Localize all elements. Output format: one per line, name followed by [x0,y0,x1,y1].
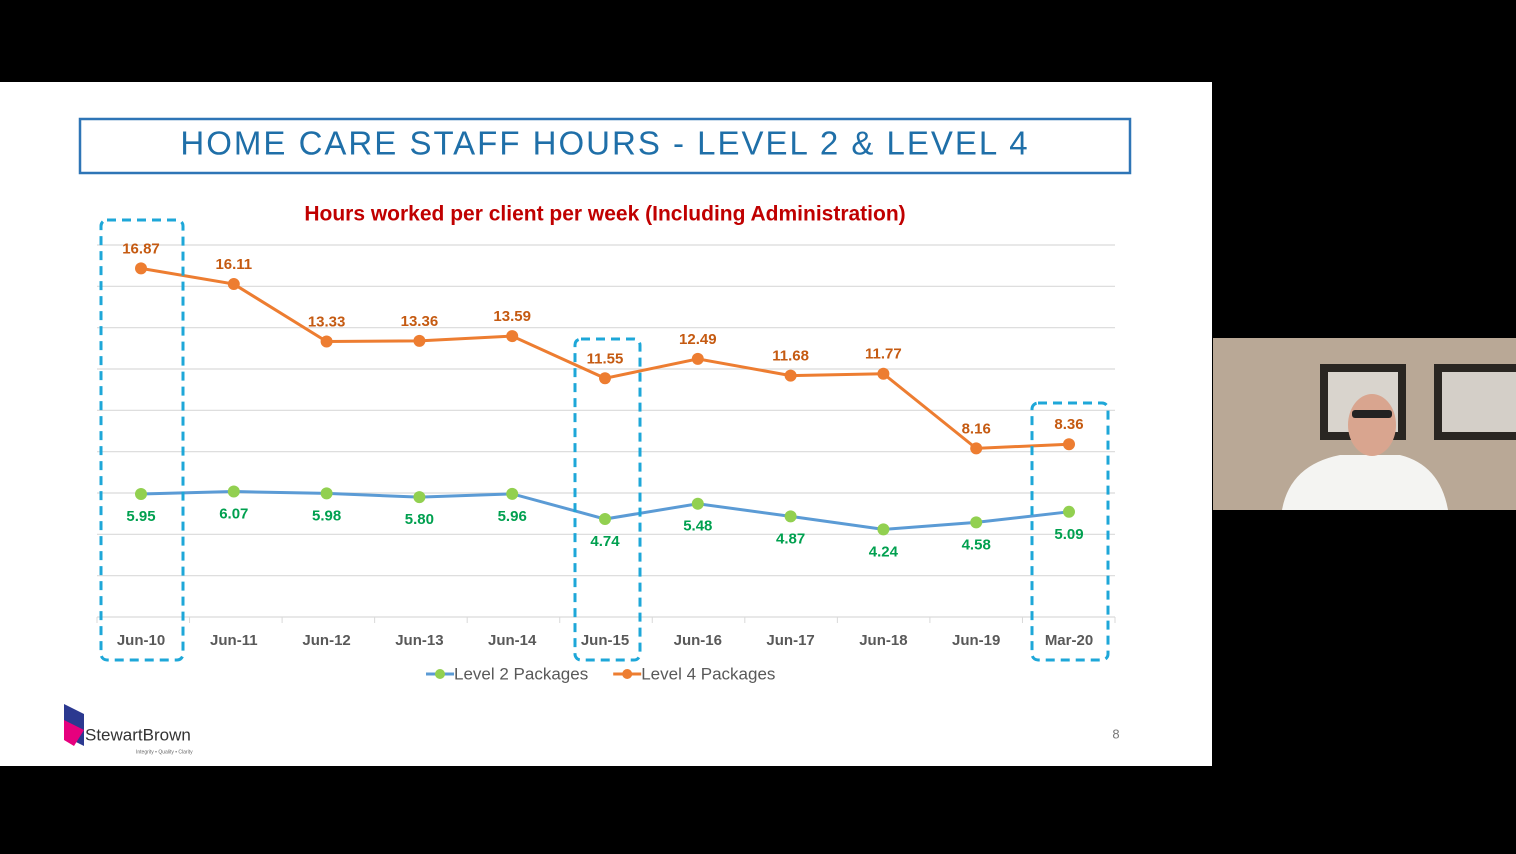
data-point [691,497,704,510]
legend-label: Level 4 Packages [641,664,775,683]
data-point [506,487,519,500]
highlights [99,218,1110,662]
data-label: 4.24 [869,543,899,560]
data-label: 8.36 [1054,416,1083,433]
data-point [970,516,983,529]
data-label: 5.98 [312,507,341,524]
legend-marker [435,669,445,679]
data-point [135,488,147,501]
data-point [784,369,797,382]
data-label: 5.09 [1054,526,1083,543]
data-label: 4.58 [962,536,991,553]
data-label: 16.87 [122,240,160,257]
x-tick-label: Mar-20 [1045,632,1093,649]
logo-tagline: Integrity • Quality • Clarity [136,749,193,755]
data-point [320,487,333,500]
data-label: 12.49 [679,331,717,348]
logo-text: StewartBrown [85,725,191,744]
data-label: 13.33 [308,313,346,330]
slide-title: HOME CARE STAFF HOURS - LEVEL 2 & LEVEL … [180,125,1029,162]
title-box [78,117,1132,175]
highlight-box [1030,401,1110,662]
data-point [691,352,704,365]
webcam [1213,338,1516,510]
legend-marker [622,669,633,679]
x-tick-label: Jun-17 [766,632,814,649]
data-point [227,485,240,498]
data-label: 13.36 [401,313,439,330]
logo-mark [64,720,84,746]
data-point [877,523,890,536]
data-label: 4.74 [590,533,620,550]
data-label: 11.55 [587,350,624,367]
data-label: 5.95 [126,508,155,525]
data-point [1063,505,1075,518]
data-label: 13.59 [493,308,531,325]
data-point [506,330,519,343]
data-label: 8.16 [962,420,991,437]
data-label: 4.87 [776,530,805,547]
x-tick-label: Jun-11 [210,632,258,649]
data-point [227,278,240,291]
x-tick-label: Jun-19 [952,632,1000,649]
legend-item: Level 4 Packages [613,664,775,683]
data-label: 5.48 [683,518,712,535]
plot: Jun-10 Jun-11 Jun-12 Jun-13 Jun-14 Jun-15 Jun-… [96,240,1116,683]
data-label: 5.96 [498,508,527,525]
data-point [970,442,983,455]
x-tick-label: Jun-13 [395,632,443,649]
data-point [135,262,147,275]
data-label: 11.68 [772,348,809,365]
person-head [1348,394,1396,456]
glasses [1352,410,1392,418]
logo: StewartBrown Integrity • Quality • Clari… [64,704,193,755]
data-point [1063,438,1075,451]
highlight-box [573,337,642,662]
x-tick-label: Jun-14 [488,632,537,649]
data-point [784,510,797,523]
page-number: 8 [1112,726,1119,741]
picture [1442,372,1516,432]
data-label: 11.77 [865,346,902,363]
slide [0,82,1212,766]
person-shirt [1282,455,1448,510]
data-point [413,334,426,347]
data-point [877,367,890,380]
data-label: 16.11 [215,256,252,273]
x-tick-label: Jun-10 [117,632,165,649]
data-label: 5.80 [405,511,434,528]
x-tick-label: Jun-15 [581,632,629,649]
x-tick-label: Jun-16 [674,632,722,649]
highlight-box [99,218,185,662]
x-tick-label: Jun-18 [859,632,907,649]
legend-item: Level 2 Packages [426,664,588,683]
legend-label: Level 2 Packages [454,664,588,683]
data-point [599,513,611,526]
data-point [320,335,333,348]
x-tick-label: Jun-12 [302,632,350,649]
data-point [413,491,426,504]
chart-title: Hours worked per client per week (Includ… [304,203,905,226]
data-label: 6.07 [219,506,248,523]
data-point [599,372,611,385]
